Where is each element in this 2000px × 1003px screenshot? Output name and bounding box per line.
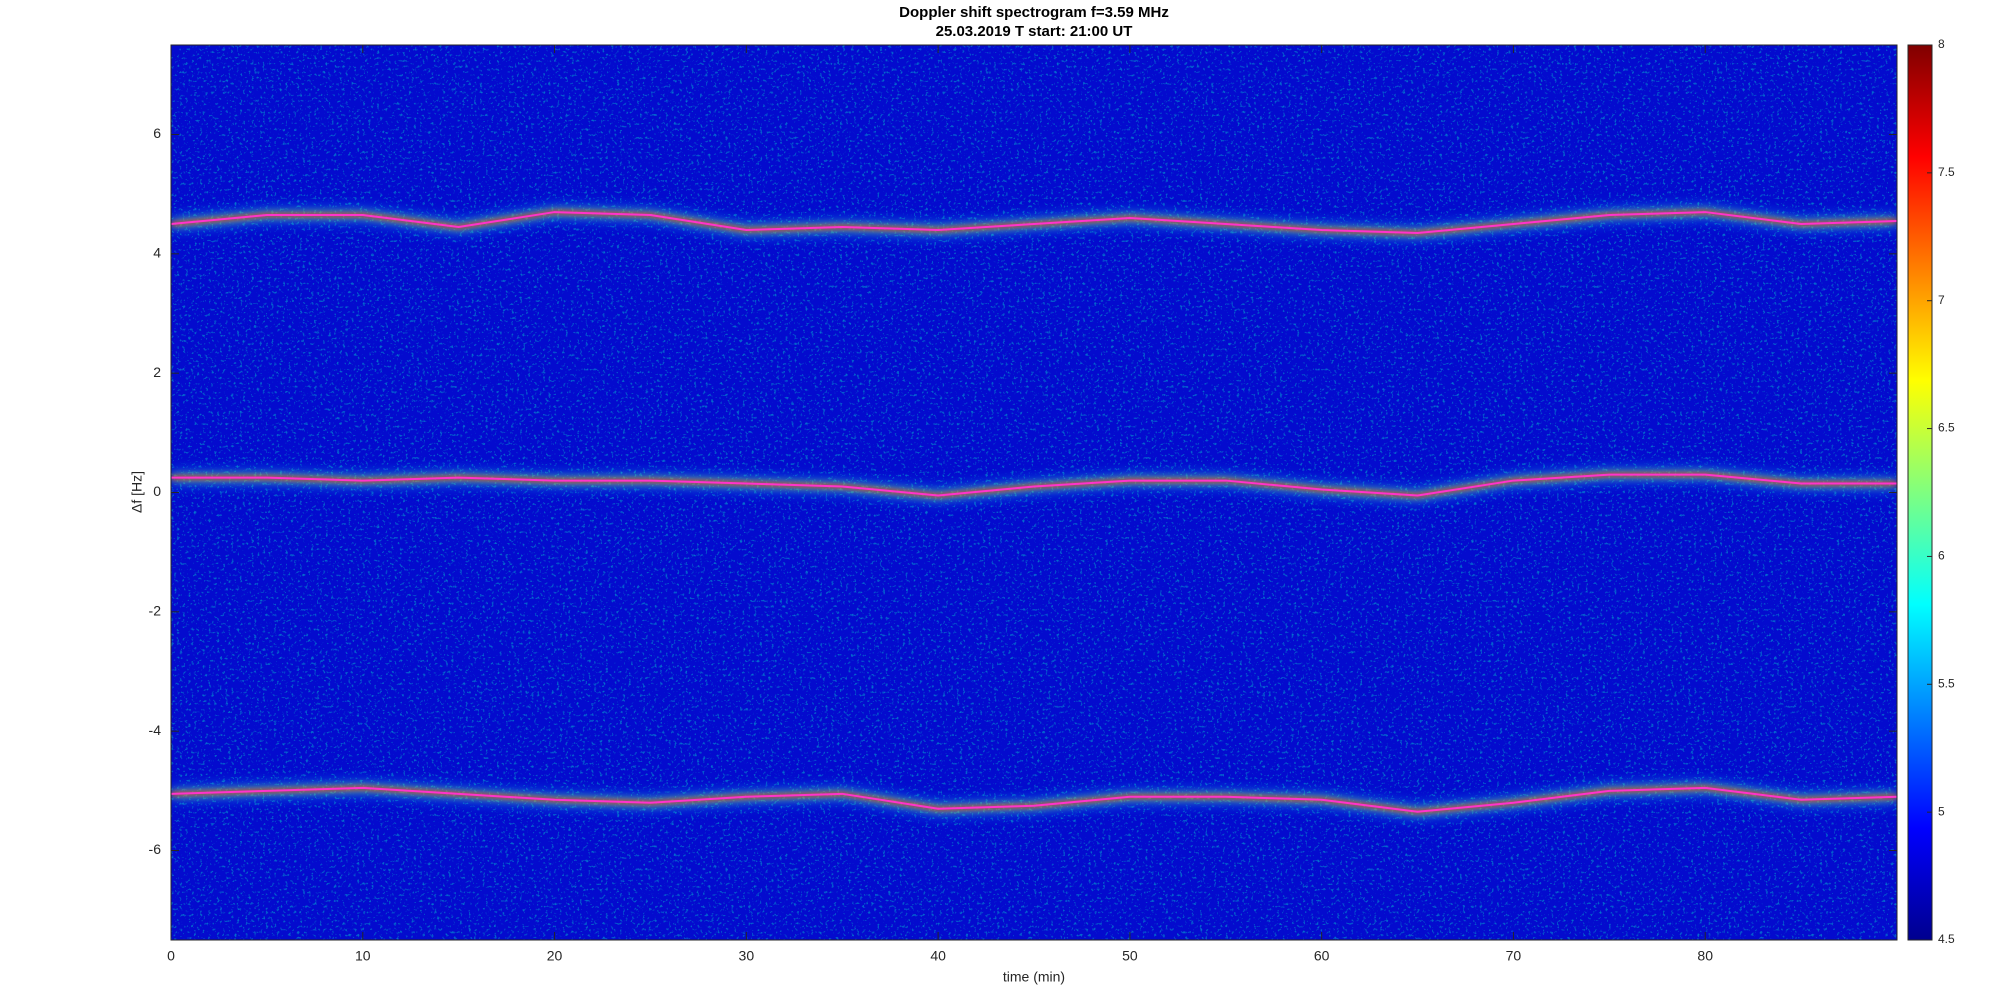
x-tick-label: 50 [1122, 948, 1138, 964]
y-tick-label: 0 [153, 483, 161, 499]
colorbar-tick-label: 5 [1938, 804, 1945, 818]
x-tick-label: 20 [547, 948, 563, 964]
x-tick-label: 0 [167, 948, 175, 964]
x-axis-label: time (min) [1003, 969, 1065, 985]
plot-frame [170, 44, 1898, 941]
colorbar-tick-label: 8 [1938, 37, 1945, 51]
y-axis-label: Δf [Hz] [129, 471, 145, 513]
colorbar-tick-label: 6.5 [1938, 421, 1955, 435]
x-tick-label: 30 [739, 948, 755, 964]
colorbar-tick-label: 7.5 [1938, 165, 1955, 179]
y-tick-label: 2 [153, 364, 161, 380]
trace-line [171, 473, 1897, 497]
colorbar-tick-label: 7 [1938, 293, 1945, 307]
chart-subtitle: 25.03.2019 T start: 21:00 UT [936, 23, 1133, 40]
y-tick-label: -6 [149, 841, 162, 857]
trace-line [171, 786, 1897, 813]
y-tick-label: 4 [153, 245, 161, 261]
y-tick-label: -4 [149, 722, 162, 738]
chart-title: Doppler shift spectrogram f=3.59 MHz [899, 4, 1169, 21]
y-tick-label: -2 [149, 603, 162, 619]
x-tick-label: 60 [1314, 948, 1330, 964]
colorbar-tick-label: 5.5 [1938, 676, 1955, 690]
x-tick-label: 70 [1506, 948, 1522, 964]
x-tick-label: 40 [930, 948, 946, 964]
x-tick-label: 10 [355, 948, 371, 964]
y-tick-label: 6 [153, 125, 161, 141]
colorbar-tick-label: 6 [1938, 549, 1945, 563]
x-tick-label: 80 [1697, 948, 1713, 964]
colorbar [1907, 44, 1933, 941]
traces [171, 211, 1897, 813]
colorbar-tick-label: 4.5 [1938, 932, 1955, 946]
trace-line [171, 211, 1897, 234]
